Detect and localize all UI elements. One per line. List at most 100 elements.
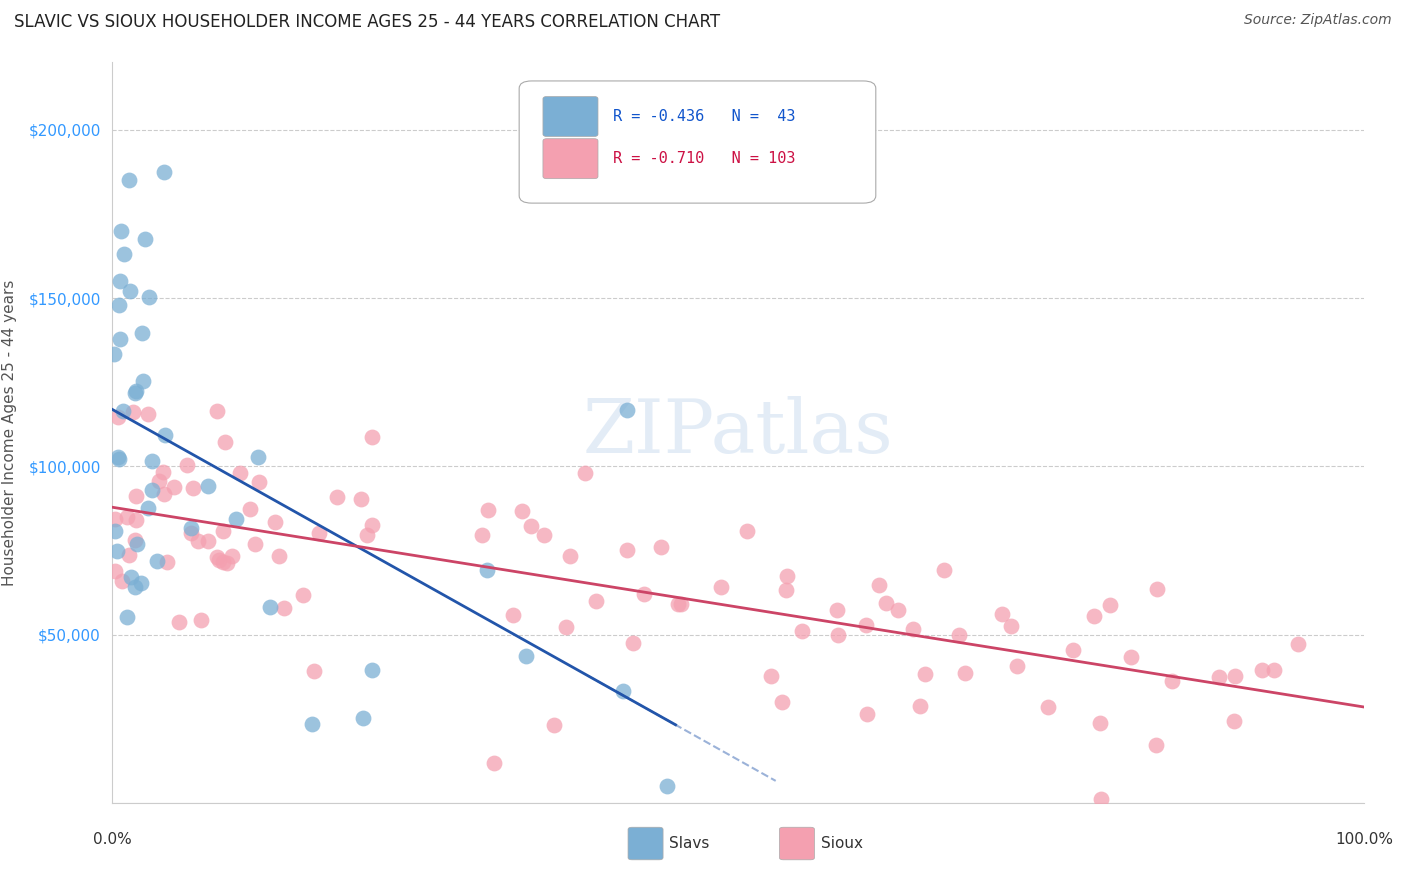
Point <box>657 779 679 793</box>
Point <box>356 527 378 541</box>
FancyBboxPatch shape <box>519 81 876 203</box>
Point <box>108 274 131 288</box>
Point <box>477 502 499 516</box>
FancyBboxPatch shape <box>543 138 598 178</box>
Point <box>152 465 174 479</box>
Point <box>1144 738 1167 752</box>
Point <box>167 615 190 630</box>
Point <box>136 501 159 516</box>
Point <box>735 524 758 538</box>
Point <box>190 613 212 627</box>
Point <box>105 543 128 558</box>
Point <box>1119 649 1142 664</box>
Point <box>326 490 349 504</box>
Point <box>776 569 799 583</box>
Point <box>148 475 170 489</box>
Point <box>914 666 936 681</box>
Point <box>520 518 543 533</box>
Point <box>558 549 581 563</box>
Point <box>991 607 1014 622</box>
Point <box>901 622 924 636</box>
Point <box>612 683 634 698</box>
Point <box>134 232 156 246</box>
Point <box>1146 582 1168 596</box>
Point <box>141 454 163 468</box>
Point <box>621 636 644 650</box>
Point <box>120 284 142 298</box>
Point <box>710 580 733 594</box>
Point <box>259 600 281 615</box>
Point <box>141 483 163 498</box>
Point <box>108 451 131 466</box>
Text: 100.0%: 100.0% <box>1334 832 1393 847</box>
Point <box>855 618 877 632</box>
Point <box>633 587 655 601</box>
Y-axis label: Householder Income Ages 25 - 44 years: Householder Income Ages 25 - 44 years <box>3 279 17 586</box>
Text: SLAVIC VS SIOUX HOUSEHOLDER INCOME AGES 25 - 44 YEARS CORRELATION CHART: SLAVIC VS SIOUX HOUSEHOLDER INCOME AGES … <box>14 13 720 31</box>
Text: R = -0.436   N =  43: R = -0.436 N = 43 <box>613 109 796 124</box>
Point <box>360 518 382 533</box>
Point <box>107 450 129 464</box>
Point <box>827 603 849 617</box>
Point <box>1088 715 1111 730</box>
Point <box>104 512 127 526</box>
Point <box>886 603 908 617</box>
Point <box>868 578 890 592</box>
Point <box>1062 642 1084 657</box>
Point <box>770 695 793 709</box>
Point <box>1000 619 1022 633</box>
Point <box>302 664 325 678</box>
Point <box>180 526 202 541</box>
Point <box>301 717 323 731</box>
Point <box>110 224 132 238</box>
FancyBboxPatch shape <box>543 96 598 136</box>
Point <box>138 290 160 304</box>
Text: Source: ZipAtlas.com: Source: ZipAtlas.com <box>1244 13 1392 28</box>
Point <box>1161 674 1184 689</box>
Point <box>125 537 148 551</box>
Text: R = -0.710   N = 103: R = -0.710 N = 103 <box>613 151 796 166</box>
Point <box>827 628 849 642</box>
Point <box>910 699 932 714</box>
Point <box>616 403 638 417</box>
Point <box>221 549 243 563</box>
Point <box>308 525 330 540</box>
Point <box>107 298 129 312</box>
Point <box>176 458 198 472</box>
Point <box>361 663 384 677</box>
Point <box>246 450 269 464</box>
Point <box>111 574 134 588</box>
Point <box>131 375 153 389</box>
Point <box>118 548 141 562</box>
Point <box>932 563 955 577</box>
Point <box>471 527 494 541</box>
Point <box>555 620 578 634</box>
Point <box>156 555 179 569</box>
Point <box>616 542 638 557</box>
Point <box>197 533 219 548</box>
Point <box>574 466 596 480</box>
Point <box>152 164 174 178</box>
Point <box>543 717 565 731</box>
Point <box>585 593 607 607</box>
Point <box>163 480 186 494</box>
Point <box>205 404 228 418</box>
Point <box>515 648 537 663</box>
Point <box>510 504 533 518</box>
Point <box>775 583 797 598</box>
Point <box>759 669 782 683</box>
Point <box>110 332 132 346</box>
Point <box>482 756 505 771</box>
Point <box>1286 637 1309 651</box>
Point <box>1098 599 1121 613</box>
Point <box>118 173 141 187</box>
Point <box>104 524 127 538</box>
Point <box>247 475 270 489</box>
Point <box>225 512 247 526</box>
Point <box>124 384 146 398</box>
Point <box>666 597 689 611</box>
Point <box>208 552 231 566</box>
Point <box>124 580 146 594</box>
Point <box>875 596 897 610</box>
Point <box>1263 663 1285 677</box>
